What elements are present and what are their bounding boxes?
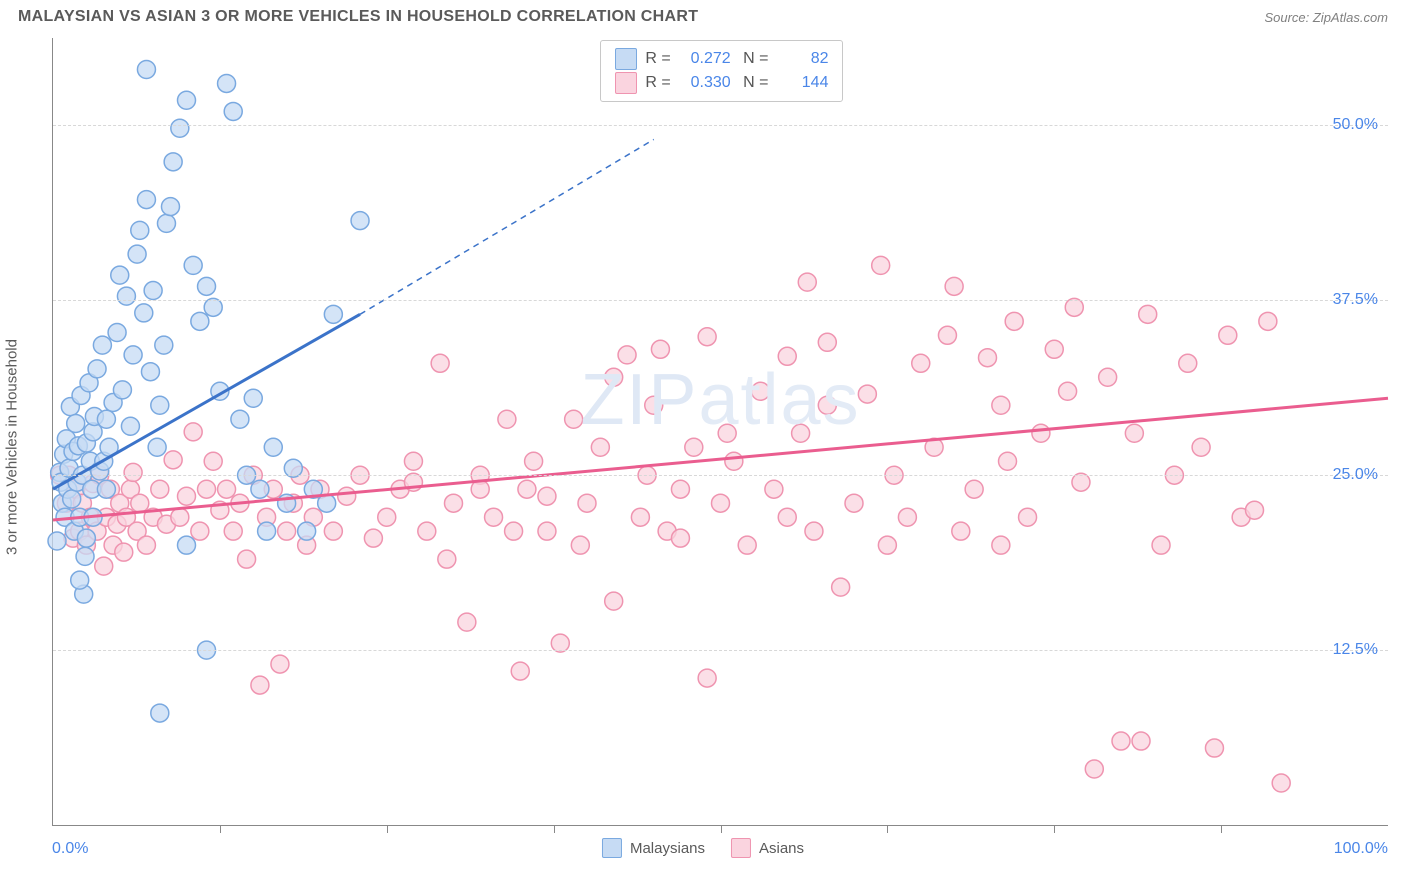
x-tick: [387, 825, 388, 833]
x-axis-min-label: 0.0%: [52, 840, 88, 858]
legend-item-asians: Asians: [731, 838, 804, 858]
n-value-1: 144: [776, 74, 828, 92]
grid-line: [53, 300, 1388, 301]
x-tick: [1054, 825, 1055, 833]
y-tick-label: 12.5%: [1333, 641, 1378, 659]
y-tick-label: 25.0%: [1333, 466, 1378, 484]
grid-line: [53, 125, 1388, 126]
r-value-0: 0.272: [679, 50, 731, 68]
grid-line: [53, 475, 1388, 476]
correlation-legend: R = 0.272 N = 82 R = 0.330 N = 144: [600, 40, 843, 102]
chart-header: MALAYSIAN VS ASIAN 3 OR MORE VEHICLES IN…: [0, 0, 1406, 30]
x-tick: [721, 825, 722, 833]
y-axis-label: 3 or more Vehicles in Household: [4, 339, 21, 555]
legend-swatch-1: [615, 72, 637, 94]
grid-line: [53, 650, 1388, 651]
y-tick-label: 37.5%: [1333, 291, 1378, 309]
chart-title: MALAYSIAN VS ASIAN 3 OR MORE VEHICLES IN…: [18, 8, 698, 26]
legend-row-series-0: R = 0.272 N = 82: [615, 47, 828, 71]
legend-swatch-malaysians: [602, 838, 622, 858]
x-tick: [220, 825, 221, 833]
n-value-0: 82: [776, 50, 828, 68]
x-tick: [1221, 825, 1222, 833]
y-tick-label: 50.0%: [1333, 116, 1378, 134]
x-axis-max-label: 100.0%: [1334, 840, 1388, 858]
legend-swatch-0: [615, 48, 637, 70]
legend-label-malaysians: Malaysians: [630, 840, 705, 857]
legend-item-malaysians: Malaysians: [602, 838, 705, 858]
legend-row-series-1: R = 0.330 N = 144: [615, 71, 828, 95]
chart-source: Source: ZipAtlas.com: [1264, 10, 1388, 25]
plot-svg: [53, 38, 1388, 825]
legend-label-asians: Asians: [759, 840, 804, 857]
x-tick: [554, 825, 555, 833]
legend-swatch-asians: [731, 838, 751, 858]
x-tick: [887, 825, 888, 833]
series-legend: Malaysians Asians: [602, 838, 804, 858]
chart-container: 3 or more Vehicles in Household ZIPatlas…: [18, 38, 1388, 856]
r-value-1: 0.330: [679, 74, 731, 92]
plot-area: ZIPatlas R = 0.272 N = 82 R = 0.330 N = …: [52, 38, 1388, 826]
